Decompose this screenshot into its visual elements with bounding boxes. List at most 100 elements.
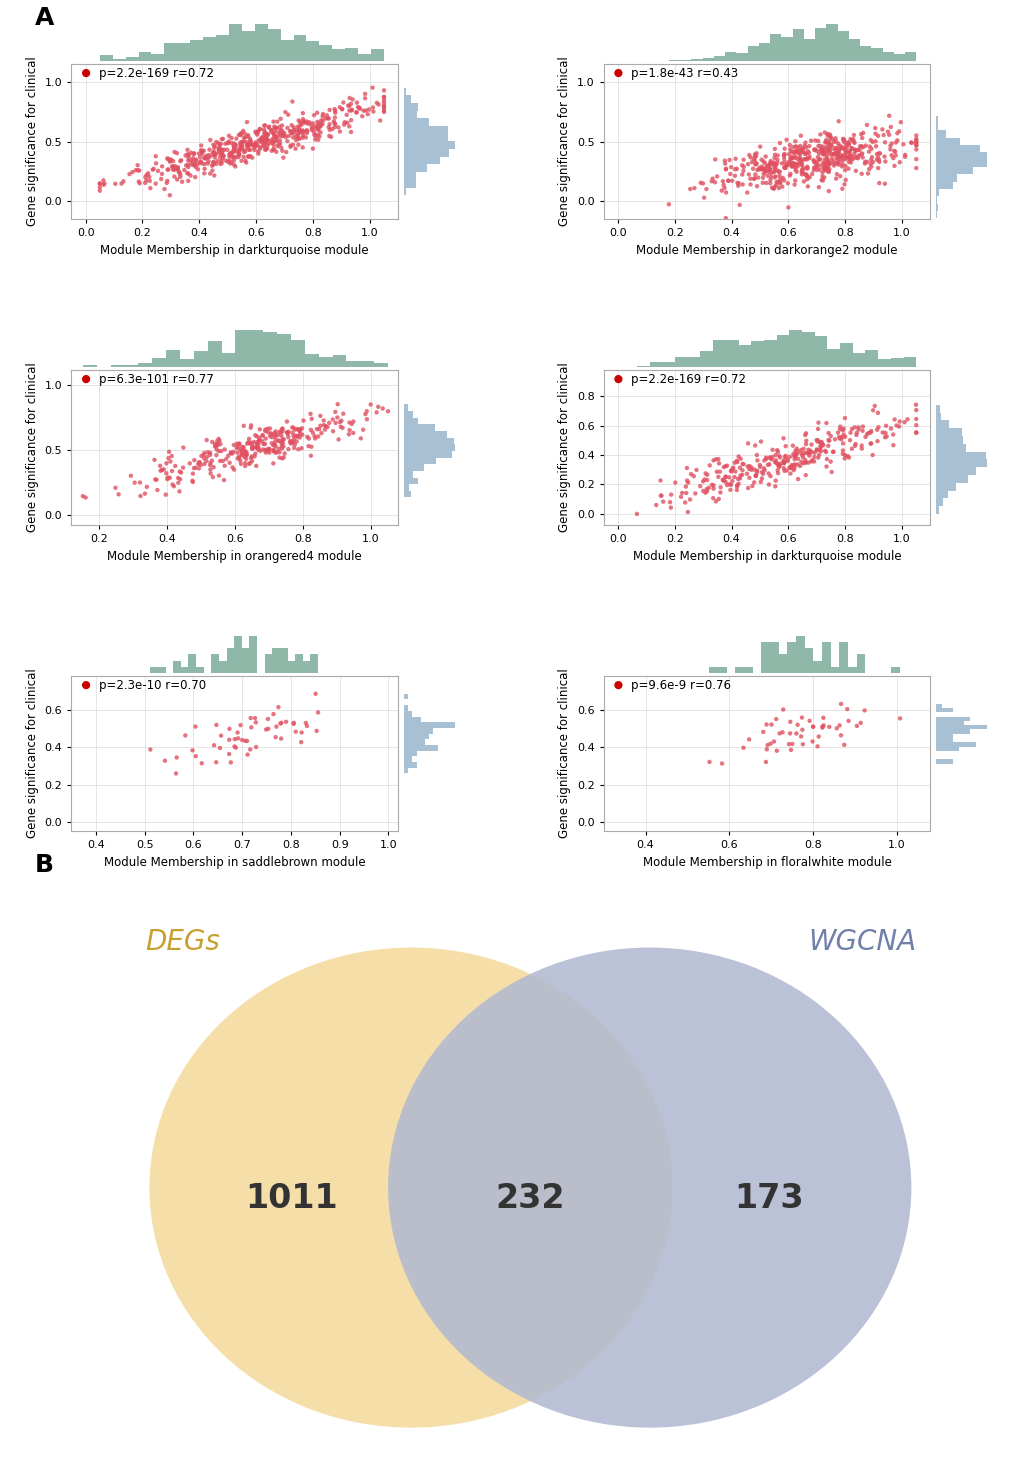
Bar: [661, 362, 675, 366]
Point: [710, 487, 727, 511]
Point: [907, 131, 923, 155]
Point: [166, 140, 182, 163]
Point: [271, 115, 287, 139]
Point: [836, 446, 852, 470]
Point: [252, 439, 268, 463]
Point: [817, 156, 834, 179]
Point: [827, 146, 844, 169]
Point: [312, 112, 328, 136]
Point: [753, 155, 769, 178]
Point: [830, 427, 847, 451]
Point: [819, 435, 836, 458]
Point: [854, 414, 870, 438]
Point: [196, 452, 212, 476]
Point: [220, 124, 236, 147]
Point: [357, 82, 373, 105]
Point: [811, 123, 827, 146]
Point: [365, 96, 381, 120]
Bar: [801, 333, 814, 366]
Point: [221, 451, 237, 474]
Point: [261, 115, 277, 139]
Point: [888, 414, 904, 438]
Point: [824, 130, 841, 153]
Point: [834, 425, 850, 448]
Point: [244, 436, 260, 460]
Point: [745, 471, 761, 495]
Bar: [769, 642, 779, 673]
Point: [223, 150, 239, 174]
Point: [810, 149, 826, 172]
Point: [244, 146, 260, 169]
Point: [194, 140, 210, 163]
Point: [726, 465, 742, 489]
Point: [808, 159, 824, 182]
Point: [140, 162, 156, 185]
Point: [285, 416, 302, 439]
Bar: [100, 55, 113, 61]
Point: [299, 715, 315, 738]
Point: [293, 417, 310, 441]
Point: [159, 169, 175, 193]
Point: [797, 136, 813, 159]
Point: [730, 471, 746, 495]
Point: [753, 467, 769, 490]
Point: [786, 142, 802, 165]
Point: [290, 109, 307, 133]
Point: [609, 61, 626, 85]
Point: [796, 147, 812, 171]
Point: [200, 441, 216, 464]
Point: [775, 451, 792, 474]
Point: [843, 417, 859, 441]
Point: [811, 147, 827, 171]
Point: [869, 401, 886, 425]
Point: [375, 86, 391, 109]
Point: [832, 137, 848, 160]
Point: [765, 160, 782, 184]
Point: [838, 147, 854, 171]
Point: [198, 449, 214, 473]
Point: [287, 124, 304, 147]
Point: [860, 158, 876, 181]
Point: [262, 417, 278, 441]
Point: [887, 140, 903, 163]
Point: [375, 90, 391, 114]
Point: [163, 445, 179, 468]
Point: [274, 114, 290, 137]
Point: [229, 436, 246, 460]
Point: [232, 134, 249, 158]
Point: [302, 403, 318, 426]
Point: [331, 95, 347, 118]
Point: [174, 171, 191, 194]
Point: [248, 121, 264, 144]
Point: [782, 738, 798, 762]
Point: [815, 158, 832, 181]
Point: [869, 156, 886, 179]
Point: [190, 452, 206, 476]
Point: [730, 174, 746, 197]
Point: [814, 156, 830, 179]
Point: [723, 457, 740, 480]
Bar: [404, 156, 439, 165]
Bar: [404, 694, 408, 699]
Point: [833, 724, 849, 747]
Point: [761, 153, 777, 177]
Point: [282, 134, 299, 158]
Point: [313, 422, 329, 445]
Point: [711, 481, 728, 505]
Point: [760, 160, 776, 184]
Point: [225, 137, 242, 160]
Point: [132, 484, 149, 508]
Bar: [242, 648, 250, 673]
Point: [285, 712, 302, 735]
Point: [775, 143, 792, 166]
Point: [257, 131, 273, 155]
Point: [714, 174, 731, 197]
Point: [252, 118, 268, 142]
Bar: [255, 23, 267, 61]
Point: [839, 697, 855, 721]
Point: [809, 429, 825, 452]
Point: [860, 140, 876, 163]
Point: [747, 153, 763, 177]
Point: [768, 458, 785, 481]
Point: [239, 743, 256, 766]
